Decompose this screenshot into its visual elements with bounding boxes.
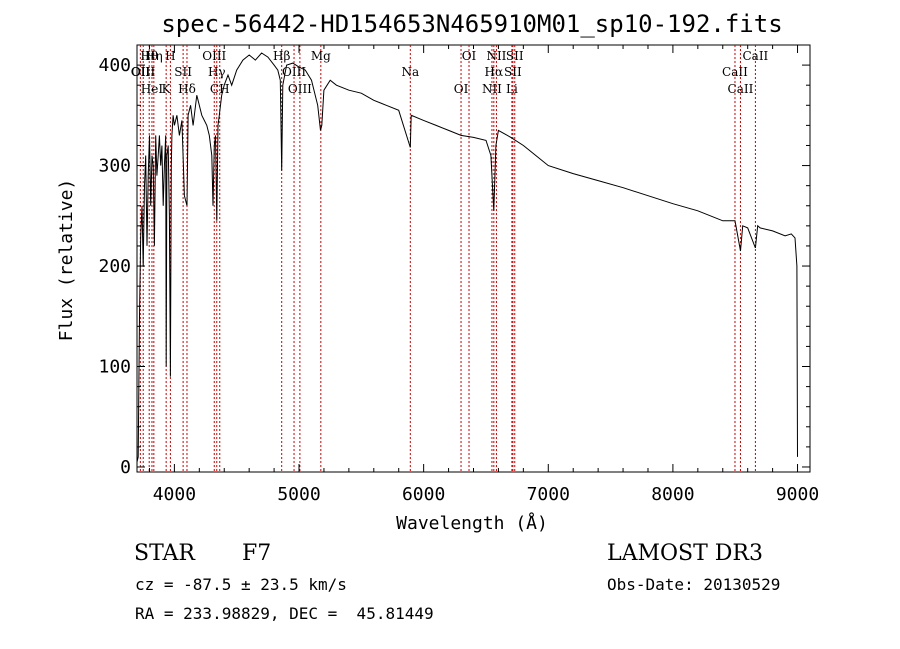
line-label: SII xyxy=(506,49,524,63)
x-axis-ticks: 4000 5000 6000 7000 8000 9000 xyxy=(148,45,819,505)
object-type: STAR xyxy=(134,541,195,566)
line-label: Hβ xyxy=(273,49,290,63)
x-tick-label: 8000 xyxy=(651,484,694,505)
line-label: OIII xyxy=(282,65,306,79)
obs-date: Obs-Date: 20130529 xyxy=(607,575,781,594)
line-label: NII xyxy=(482,82,502,96)
emission-line-markers xyxy=(139,45,756,472)
line-label: Mg xyxy=(311,49,331,63)
x-tick-label: 5000 xyxy=(277,484,320,505)
y-tick-label: 300 xyxy=(98,156,131,177)
chart-title: spec-56442-HD154653N465910M01_sp10-192.f… xyxy=(161,10,782,38)
x-tick-label: 9000 xyxy=(776,484,819,505)
line-label: OIII xyxy=(288,82,312,96)
line-label: SII xyxy=(504,65,522,79)
spectrum-series-line xyxy=(136,52,798,463)
line-label: CaII xyxy=(742,49,768,63)
line-label: CH xyxy=(210,82,230,96)
line-label: Hθ xyxy=(140,49,158,63)
emission-line-labels: Hθ OII HeI Hη OIII K H SII Hδ OIII Hγ CH Hβ OIII OIII M… xyxy=(131,49,769,96)
line-label: H xyxy=(165,49,175,63)
subclass: F7 xyxy=(242,541,272,566)
line-label: HeI xyxy=(141,82,164,96)
cz-readout: cz = -87.5 ± 23.5 km/s xyxy=(135,575,347,594)
y-tick-label: 200 xyxy=(98,256,131,277)
line-label: OI xyxy=(462,49,477,63)
line-label: OIII xyxy=(131,65,155,79)
line-label: Hα xyxy=(485,65,504,79)
x-tick-label: 4000 xyxy=(153,484,196,505)
line-label: K xyxy=(162,82,172,96)
line-label: CaII xyxy=(728,82,754,96)
ra-dec-readout: RA = 233.98829, DEC = 45.81449 xyxy=(135,604,434,623)
line-label: SII xyxy=(174,65,192,79)
line-label: OI xyxy=(454,82,469,96)
line-label: Na xyxy=(401,65,419,79)
line-label: OII xyxy=(131,65,151,79)
y-axis-ticks: 0 100 200 300 400 xyxy=(98,55,810,478)
x-tick-label: 6000 xyxy=(402,484,445,505)
y-tick-label: 100 xyxy=(98,357,131,378)
line-label: CaII xyxy=(722,65,748,79)
line-label: Hγ xyxy=(208,65,226,79)
x-axis-label: Wavelength (Å) xyxy=(396,512,548,534)
plot-frame xyxy=(136,44,811,473)
survey-name: LAMOST DR3 xyxy=(607,541,763,566)
line-label: Li xyxy=(506,82,518,96)
line-label: OIII xyxy=(202,49,226,63)
y-axis-label: Flux (relative) xyxy=(56,179,77,342)
line-label: Hη xyxy=(145,49,163,63)
x-tick-label: 7000 xyxy=(527,484,570,505)
y-tick-label: 400 xyxy=(98,55,131,76)
line-label: Hδ xyxy=(178,82,196,96)
line-label: NII xyxy=(486,49,506,63)
y-tick-label: 0 xyxy=(120,457,131,478)
